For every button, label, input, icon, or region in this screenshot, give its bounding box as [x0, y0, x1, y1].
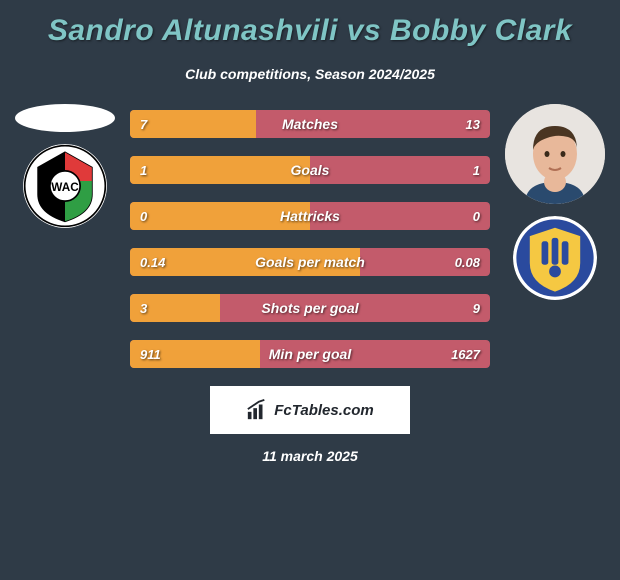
stat-value-right: 1627 [451, 347, 480, 362]
stat-value-right: 13 [466, 117, 480, 132]
chart-icon [246, 399, 268, 421]
stat-label: Goals [130, 162, 490, 178]
stat-value-right: 1 [473, 163, 480, 178]
stat-value-right: 9 [473, 301, 480, 316]
svg-text:WAC: WAC [51, 181, 79, 194]
comparison-subtitle: Club competitions, Season 2024/2025 [0, 66, 620, 82]
player-face-icon [505, 104, 605, 204]
player-left-club-badge: WAC [23, 144, 107, 228]
comparison-body: WAC 7 Matches 13 1 Goals 1 0 Hattricks [0, 104, 620, 368]
player-left-avatar [15, 104, 115, 132]
wac-badge-icon: WAC [23, 144, 107, 228]
stat-label: Matches [130, 116, 490, 132]
stat-row-goals: 1 Goals 1 [130, 156, 490, 184]
stat-label: Shots per goal [130, 300, 490, 316]
footer-brand-text: FcTables.com [274, 402, 373, 419]
stats-column: 7 Matches 13 1 Goals 1 0 Hattricks 0 0.1… [120, 104, 500, 368]
stat-label: Min per goal [130, 346, 490, 362]
stat-row-hattricks: 0 Hattricks 0 [130, 202, 490, 230]
footer-date: 11 march 2025 [0, 448, 620, 464]
footer-brand-box: FcTables.com [210, 386, 410, 434]
stat-value-right: 0.08 [455, 255, 480, 270]
player-right-column [500, 104, 610, 368]
stat-value-right: 0 [473, 209, 480, 224]
stat-row-min-per-goal: 911 Min per goal 1627 [130, 340, 490, 368]
stat-label: Goals per match [130, 254, 490, 270]
stat-row-goals-per-match: 0.14 Goals per match 0.08 [130, 248, 490, 276]
comparison-title: Sandro Altunashvili vs Bobby Clark [0, 10, 620, 52]
stat-label: Hattricks [130, 208, 490, 224]
player-right-club-badge [513, 216, 597, 300]
stat-row-shots-per-goal: 3 Shots per goal 9 [130, 294, 490, 322]
rbs-badge-icon [513, 216, 597, 300]
stat-row-matches: 7 Matches 13 [130, 110, 490, 138]
player-right-avatar [505, 104, 605, 204]
player-left-column: WAC [10, 104, 120, 368]
